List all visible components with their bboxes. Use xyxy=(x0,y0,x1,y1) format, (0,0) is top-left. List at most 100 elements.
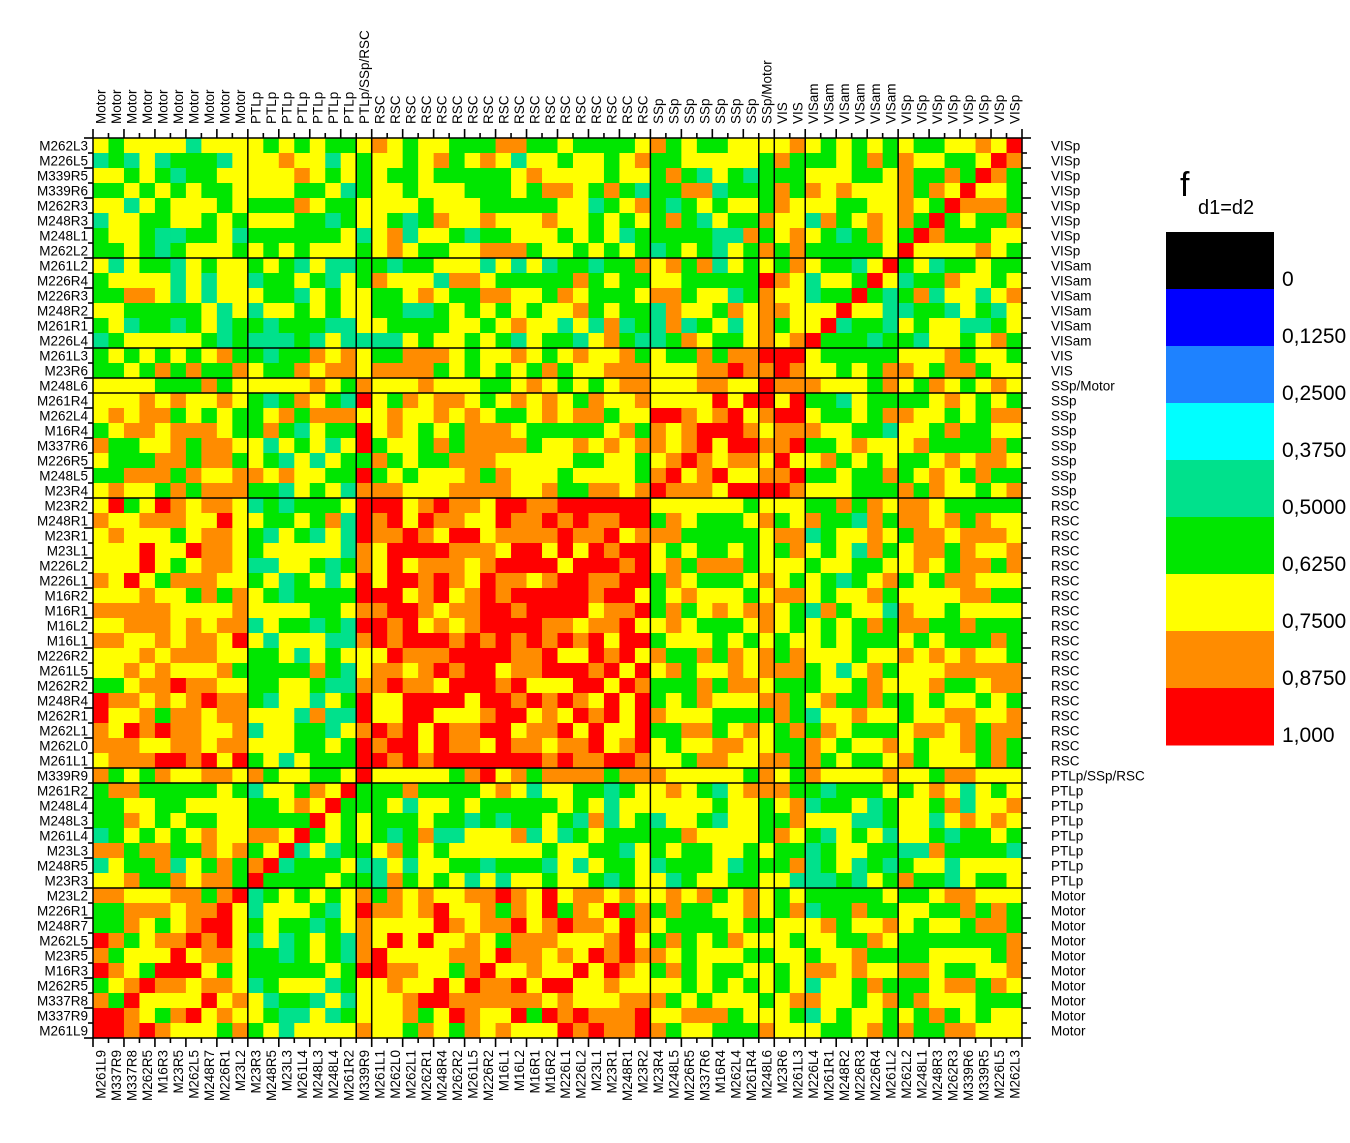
heatmap-cell xyxy=(123,888,141,904)
heatmap-cell xyxy=(789,738,806,754)
heatmap-cell xyxy=(170,768,187,784)
legend-tick-label: 1,000 xyxy=(1282,724,1335,747)
heatmap-cell xyxy=(371,798,388,814)
heatmap-cell xyxy=(201,663,218,679)
heatmap-cell xyxy=(232,738,249,754)
heatmap-cell xyxy=(929,168,946,184)
heatmap-cell xyxy=(278,828,295,844)
row-label-right: VIS xyxy=(1051,364,1073,379)
heatmap-cell xyxy=(294,423,311,439)
heatmap-cell xyxy=(123,723,141,739)
heatmap-cell xyxy=(1006,828,1023,844)
heatmap-cell xyxy=(944,678,961,694)
heatmap-cell xyxy=(371,993,388,1009)
heatmap-cell xyxy=(325,573,342,589)
heatmap-cell xyxy=(387,618,404,634)
heatmap-cell xyxy=(247,753,264,769)
heatmap-cell xyxy=(495,303,512,319)
heatmap-cell xyxy=(975,333,992,349)
legend-title-sub: d1=d2 xyxy=(1198,197,1254,219)
heatmap-cell xyxy=(758,483,775,499)
heatmap-cell xyxy=(402,1008,419,1024)
heatmap-cell xyxy=(216,468,233,484)
heatmap-cell xyxy=(309,288,326,304)
heatmap-cell xyxy=(216,273,233,289)
heatmap-cell xyxy=(603,528,621,544)
heatmap-cell xyxy=(139,888,156,904)
heatmap-cell xyxy=(480,723,497,739)
heatmap-cell xyxy=(464,528,481,544)
heatmap-cell xyxy=(309,948,326,964)
heatmap-cell xyxy=(123,813,141,829)
heatmap-cell xyxy=(464,663,481,679)
heatmap-cell xyxy=(727,288,744,304)
col-label-bottom: M248R4 xyxy=(434,1050,449,1102)
heatmap-cell xyxy=(247,918,264,934)
heatmap-cell xyxy=(123,1023,141,1039)
heatmap-cell xyxy=(216,228,233,244)
heatmap-cell xyxy=(603,408,621,424)
heatmap-cell xyxy=(960,393,977,409)
col-label-bottom: M226L5 xyxy=(992,1050,1007,1099)
heatmap-cell xyxy=(511,858,528,874)
heatmap-cell xyxy=(123,573,141,589)
heatmap-cell xyxy=(681,978,698,994)
heatmap-cell xyxy=(991,393,1008,409)
heatmap-cell xyxy=(340,573,357,589)
heatmap-cell xyxy=(557,813,574,829)
heatmap-cell xyxy=(449,543,466,559)
heatmap-cell xyxy=(805,768,822,784)
heatmap-cell xyxy=(588,993,605,1009)
heatmap-cell xyxy=(572,873,590,889)
heatmap-cell xyxy=(263,993,280,1009)
heatmap-cell xyxy=(371,918,388,934)
heatmap-cell xyxy=(774,288,791,304)
heatmap-cell xyxy=(743,483,760,499)
heatmap-cell xyxy=(681,198,698,214)
heatmap-cell xyxy=(991,693,1008,709)
heatmap-cell xyxy=(123,963,141,979)
heatmap-cell xyxy=(232,393,249,409)
heatmap-cell xyxy=(619,948,636,964)
heatmap-cell xyxy=(309,303,326,319)
heatmap-cell xyxy=(557,453,574,469)
heatmap-cell xyxy=(185,618,202,634)
heatmap-cell xyxy=(542,348,559,364)
heatmap-cell xyxy=(402,273,419,289)
row-label-left: M262L1 xyxy=(39,724,88,739)
heatmap-cell xyxy=(433,348,450,364)
heatmap-cell xyxy=(418,633,435,649)
heatmap-cell xyxy=(433,618,450,634)
heatmap-cell xyxy=(371,183,388,199)
heatmap-cell xyxy=(1006,528,1023,544)
heatmap-cell xyxy=(263,543,280,559)
heatmap-cell xyxy=(216,978,233,994)
heatmap-cell xyxy=(371,768,388,784)
heatmap-cell xyxy=(387,1023,404,1039)
heatmap-cell xyxy=(805,618,822,634)
heatmap-cell xyxy=(371,1023,388,1039)
heatmap-cell xyxy=(851,213,868,229)
heatmap-cell xyxy=(185,858,202,874)
heatmap-cell xyxy=(851,738,868,754)
heatmap-cell xyxy=(495,903,512,919)
heatmap-cell xyxy=(108,978,125,994)
heatmap-cell xyxy=(247,648,264,664)
heatmap-cell xyxy=(387,273,404,289)
col-label-top: VISp xyxy=(899,95,914,124)
heatmap-cell xyxy=(867,468,884,484)
heatmap-cell xyxy=(634,813,651,829)
heatmap-cell xyxy=(991,783,1008,799)
heatmap-cell xyxy=(170,228,187,244)
heatmap-cell xyxy=(960,453,977,469)
row-label-left: M248R4 xyxy=(37,694,89,709)
heatmap-cell xyxy=(588,348,605,364)
heatmap-cell xyxy=(650,618,667,634)
col-label-top: SSp xyxy=(682,98,697,124)
heatmap-cell xyxy=(913,453,930,469)
row-label-right: Motor xyxy=(1051,1024,1086,1039)
heatmap-cell xyxy=(325,378,342,394)
heatmap-cell xyxy=(789,468,806,484)
heatmap-cell xyxy=(913,543,930,559)
heatmap-cell xyxy=(108,273,125,289)
